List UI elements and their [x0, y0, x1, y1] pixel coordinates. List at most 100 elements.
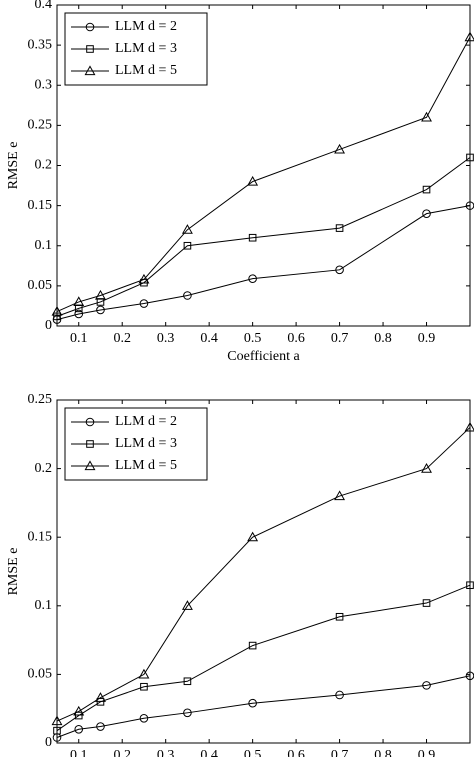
y-axis-label: RMSE e — [6, 142, 21, 190]
y-tick-label: 0.2 — [35, 461, 53, 476]
marker — [74, 309, 84, 319]
marker — [248, 641, 257, 650]
x-tick-label: 0.3 — [157, 748, 175, 757]
y-axis-label: RMSE e — [6, 548, 21, 596]
marker — [51, 715, 63, 726]
y-tick-label: 0.4 — [35, 0, 53, 12]
marker — [53, 312, 61, 321]
x-tick-label: 0.2 — [113, 331, 131, 346]
marker — [335, 224, 344, 232]
marker — [73, 705, 85, 716]
marker — [96, 698, 105, 706]
marker — [466, 153, 474, 162]
legend-label: LLM d = 2 — [115, 414, 177, 429]
marker — [422, 185, 431, 194]
legend-marker — [85, 22, 95, 32]
marker — [421, 111, 432, 122]
marker — [422, 681, 431, 690]
marker — [422, 209, 431, 218]
marker — [183, 241, 192, 250]
series-line — [56, 675, 471, 738]
marker — [248, 274, 257, 283]
marker — [53, 726, 61, 735]
marker — [73, 296, 85, 307]
legend-marker — [84, 460, 96, 471]
x-tick-label: 0.7 — [331, 748, 349, 757]
x-tick-label: 0.9 — [418, 331, 436, 346]
x-tick-label: 0.8 — [374, 331, 392, 346]
series-line — [56, 427, 471, 722]
marker — [334, 143, 346, 154]
marker — [74, 711, 83, 720]
legend-marker — [86, 45, 94, 53]
legend-label: LLM d = 2 — [115, 19, 177, 34]
marker — [335, 690, 344, 700]
x-tick-label: 0.4 — [200, 748, 218, 757]
y-tick-label: 0.05 — [28, 667, 53, 682]
x-tick-label: 0.5 — [244, 331, 262, 346]
legend-marker — [86, 440, 94, 448]
y-tick-label: 0.2 — [35, 158, 53, 173]
marker — [248, 698, 257, 708]
plot-area — [56, 399, 471, 744]
x-tick-label: 0.9 — [418, 748, 436, 757]
marker — [335, 265, 344, 275]
y-tick-label: 0.3 — [35, 77, 53, 92]
marker — [181, 600, 193, 610]
legend-label: LLM d = 3 — [115, 436, 177, 451]
x-tick-label: 0.2 — [113, 748, 131, 757]
marker — [95, 692, 106, 702]
legend-marker — [84, 65, 96, 76]
marker — [183, 708, 192, 718]
marker — [139, 299, 149, 308]
y-tick-label: 0 — [45, 735, 52, 750]
x-tick-label: 0.7 — [331, 331, 349, 346]
marker — [466, 581, 474, 590]
marker — [138, 273, 150, 284]
marker — [181, 224, 193, 234]
marker — [421, 462, 432, 473]
y-tick-label: 0.05 — [28, 278, 53, 293]
series-line — [56, 205, 471, 321]
series-line — [56, 157, 471, 317]
y-tick-label: 0 — [45, 318, 52, 333]
x-tick-label: 0.5 — [244, 748, 262, 757]
marker — [247, 175, 259, 186]
y-tick-label: 0.1 — [35, 598, 53, 613]
marker — [51, 305, 63, 316]
x-tick-label: 0.1 — [70, 331, 88, 346]
marker — [95, 289, 106, 300]
y-tick-label: 0.25 — [28, 392, 53, 407]
y-tick-label: 0.1 — [35, 238, 53, 253]
marker — [464, 31, 474, 42]
y-tick-label: 0.15 — [28, 198, 53, 213]
marker — [183, 291, 192, 300]
marker — [183, 677, 192, 686]
y-tick-label: 0.35 — [28, 37, 53, 52]
x-tick-label: 0.6 — [287, 331, 305, 346]
x-tick-label: 0.3 — [157, 331, 175, 346]
legend-marker — [85, 417, 95, 427]
legend-label: LLM d = 3 — [115, 41, 177, 56]
x-tick-label: 0.8 — [374, 748, 392, 757]
y-tick-label: 0.25 — [28, 118, 53, 133]
marker — [422, 599, 431, 607]
x-tick-label: 0.1 — [70, 748, 88, 757]
marker — [464, 421, 474, 432]
series-line — [56, 584, 471, 732]
marker — [139, 714, 149, 723]
marker — [247, 531, 259, 542]
marker — [138, 668, 150, 679]
marker — [335, 612, 344, 621]
marker — [140, 682, 148, 691]
y-tick-label: 0.15 — [28, 529, 53, 544]
series-line — [56, 36, 471, 313]
legend-label: LLM d = 5 — [115, 63, 177, 78]
x-tick-label: 0.4 — [200, 331, 218, 346]
x-tick-label: 0.6 — [287, 748, 305, 757]
marker — [96, 722, 105, 731]
marker — [334, 490, 346, 501]
legend-label: LLM d = 5 — [115, 458, 177, 473]
x-axis-label: Coefficient a — [227, 349, 300, 364]
